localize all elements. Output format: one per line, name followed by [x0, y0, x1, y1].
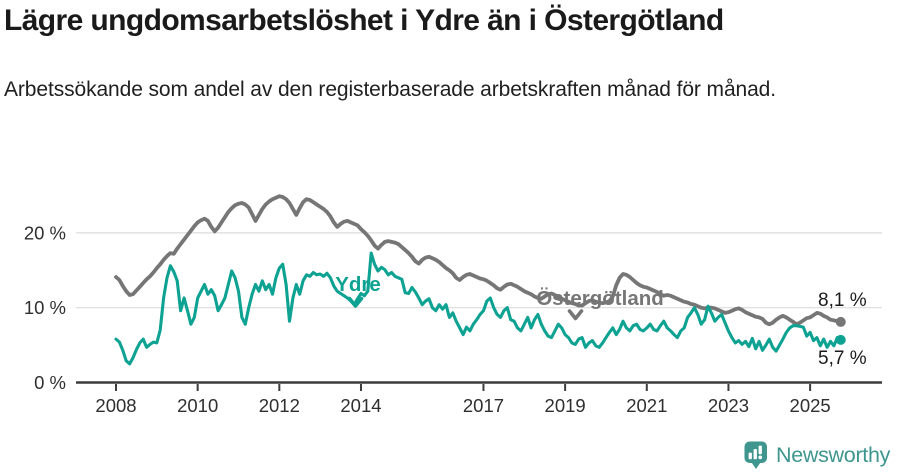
- svg-text:2021: 2021: [626, 395, 667, 416]
- svg-text:2023: 2023: [708, 395, 749, 416]
- svg-text:2008: 2008: [95, 395, 136, 416]
- page-subtitle: Arbetssökande som andel av den registerb…: [4, 78, 776, 101]
- svg-text:2017: 2017: [463, 395, 504, 416]
- newsworthy-icon: [744, 441, 767, 469]
- svg-text:2012: 2012: [259, 395, 300, 416]
- svg-text:8,1 %: 8,1 %: [818, 290, 867, 311]
- page-title: Lägre ungdomsarbetslöshet i Ydre än i Ös…: [4, 4, 724, 37]
- svg-text:2019: 2019: [545, 395, 586, 416]
- svg-text:Ydre: Ydre: [335, 273, 381, 296]
- newsworthy-logo: Newsworthy: [744, 441, 890, 470]
- newsworthy-wordmark: Newsworthy: [776, 443, 891, 467]
- svg-text:2010: 2010: [177, 395, 218, 416]
- svg-text:2025: 2025: [790, 395, 831, 416]
- svg-text:10 %: 10 %: [24, 297, 66, 318]
- svg-text:Östergötland: Östergötland: [536, 287, 664, 310]
- svg-text:5,7 %: 5,7 %: [818, 348, 867, 369]
- svg-text:2014: 2014: [340, 395, 381, 416]
- svg-text:0 %: 0 %: [34, 372, 66, 393]
- svg-text:20 %: 20 %: [24, 222, 66, 243]
